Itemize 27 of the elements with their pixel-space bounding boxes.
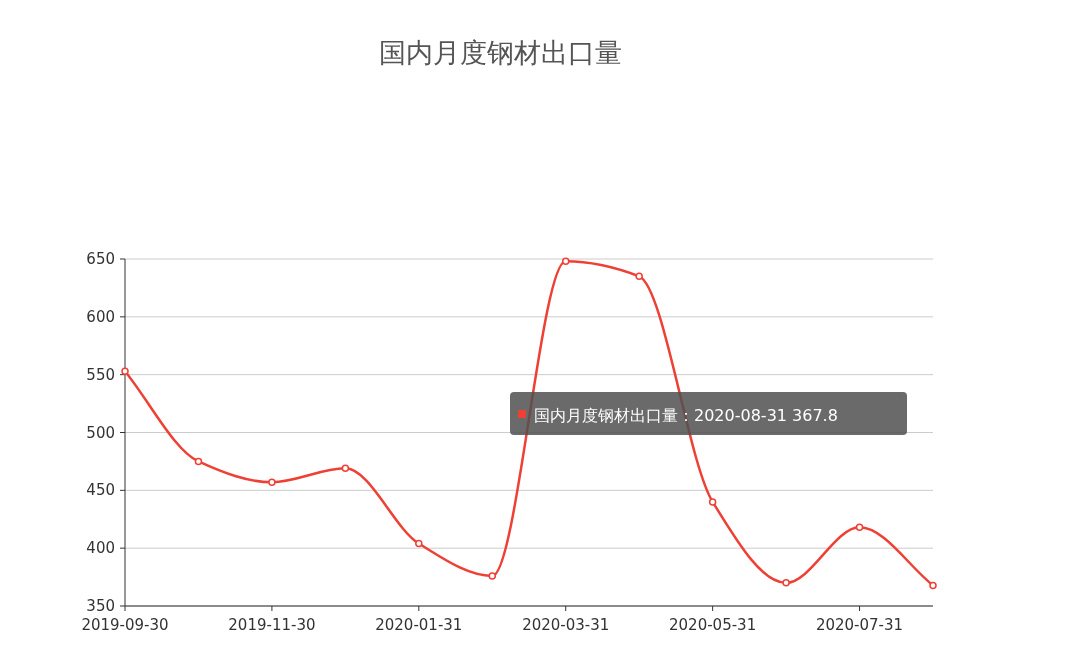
x-tick-label: 2020-05-31 (669, 616, 757, 634)
point (635, 272, 643, 281)
x-tick-label: 2019-09-30 (81, 616, 169, 634)
y-tick-label: 600 (86, 307, 115, 326)
y-tick-label: 450 (86, 481, 115, 500)
y-tick-label: 500 (86, 423, 115, 442)
point (121, 367, 129, 375)
x-tick-label: 2020-03-31 (522, 616, 610, 634)
point (415, 539, 423, 548)
point (929, 581, 937, 590)
point (488, 572, 497, 580)
point (268, 478, 276, 486)
annotation: 国内月度钢材出口量：2020-08-31 367.8 (534, 406, 838, 425)
y-tick-label: 550 (86, 365, 115, 384)
point (341, 464, 350, 473)
chart-title: 国内月度钢材出口量 (378, 37, 622, 68)
point (194, 457, 203, 466)
x-tick-label: 2019-11-30 (228, 616, 316, 634)
point (708, 498, 717, 506)
point (561, 257, 570, 266)
x-tick-label: 2020-01-31 (375, 616, 463, 634)
point (855, 523, 864, 532)
y-tick-label: 350 (86, 597, 115, 615)
y-tick-label: 650 (86, 250, 115, 268)
x-tick-label: 2020-07-31 (815, 616, 904, 634)
point (782, 579, 790, 587)
y-tick-label: 400 (86, 539, 115, 558)
